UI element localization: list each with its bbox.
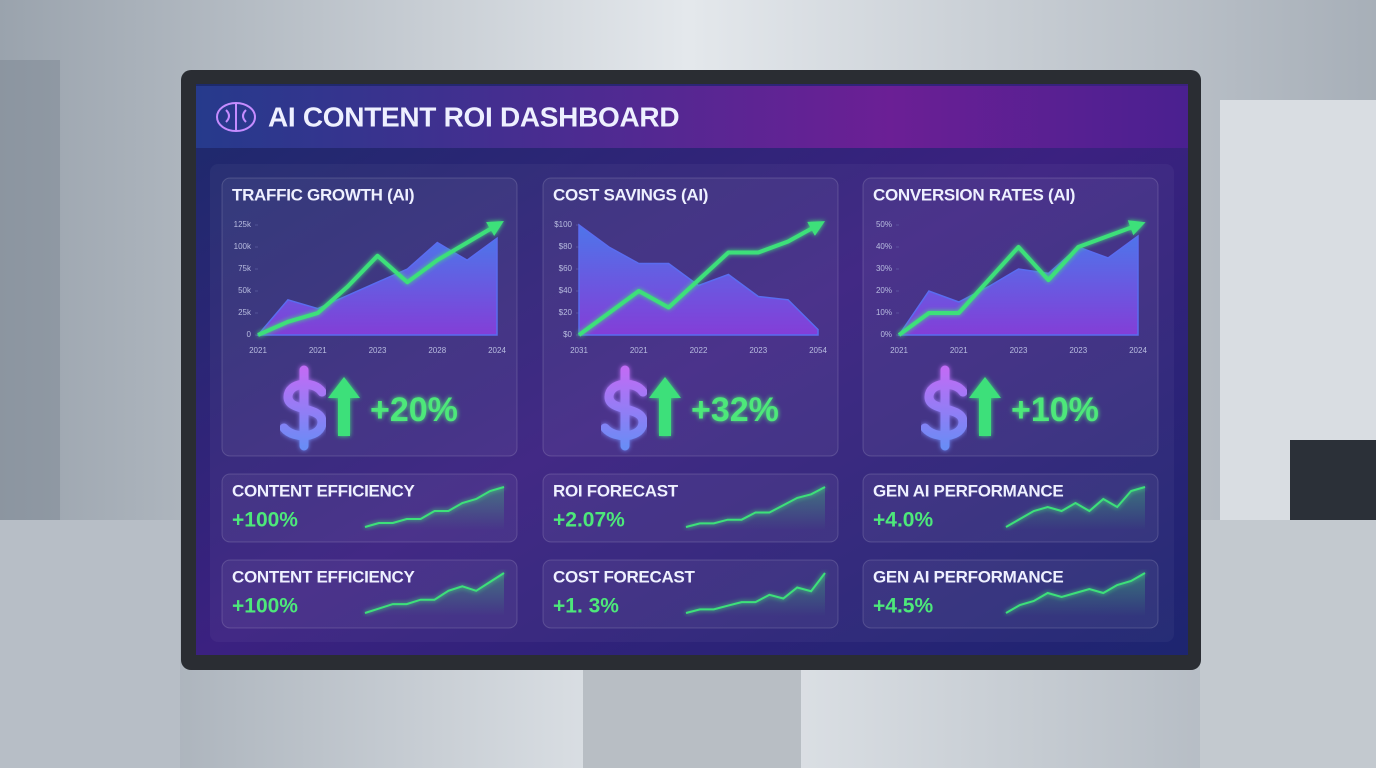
sparkline xyxy=(364,572,505,614)
x-tick-label: 2021 xyxy=(950,346,968,355)
monitor-stand xyxy=(583,668,801,768)
y-tick-label: 75k xyxy=(238,264,252,273)
brain-icon xyxy=(216,102,256,132)
x-tick-label: 2021 xyxy=(309,346,327,355)
dollar-icon xyxy=(920,365,968,451)
sparkline xyxy=(685,486,826,528)
x-tick-label: 2021 xyxy=(890,346,908,355)
sparkline xyxy=(1005,486,1146,528)
dashboard-title: AI CONTENT ROI DASHBOARD xyxy=(268,101,679,132)
x-tick-label: 2024 xyxy=(488,346,506,355)
sparkline-fill xyxy=(686,573,825,616)
y-tick-label: 20% xyxy=(876,286,892,295)
x-tick-label: 2031 xyxy=(570,346,588,355)
metric-value: +4.0% xyxy=(873,509,933,532)
x-tick-label: 2023 xyxy=(1010,346,1028,355)
up-arrow-icon xyxy=(328,377,360,436)
metric-label: COST FORECAST xyxy=(553,567,695,586)
x-tick-label: 2054 xyxy=(809,346,827,355)
metric-value: +100% xyxy=(232,595,298,618)
y-tick-label: $0 xyxy=(563,330,572,339)
chart-title: CONVERSION RATES (AI) xyxy=(873,185,1075,204)
metric-label: CONTENT EFFICIENCY xyxy=(232,567,416,586)
area xyxy=(578,223,819,336)
header-bar xyxy=(196,86,1188,148)
y-tick-label: $60 xyxy=(559,264,573,273)
y-tick-label: 100k xyxy=(234,242,252,251)
trend-arrow xyxy=(897,220,1146,337)
sparkline-fill xyxy=(1006,573,1145,616)
y-tick-label: 50k xyxy=(238,286,252,295)
x-tick-label: 2023 xyxy=(369,346,387,355)
x-tick-label: 2021 xyxy=(249,346,267,355)
sparkline-fill xyxy=(365,487,504,530)
metric-value: +2.07% xyxy=(553,509,625,532)
y-tick-label: 10% xyxy=(876,308,892,317)
y-tick-label: $100 xyxy=(554,220,572,229)
screen xyxy=(196,84,1188,655)
window xyxy=(0,60,60,520)
metric-label: GEN AI PERFORMANCE xyxy=(873,567,1063,586)
y-tick-label: $20 xyxy=(559,308,573,317)
sparkline xyxy=(1005,572,1146,614)
y-tick-label: 30% xyxy=(876,264,892,273)
x-tick-label: 2028 xyxy=(428,346,446,355)
kpi-value: +10% xyxy=(1011,391,1099,429)
sparkline xyxy=(364,486,505,528)
desk xyxy=(1200,520,1376,768)
trend-arrow xyxy=(257,220,504,337)
kpi-value: +32% xyxy=(691,391,779,429)
y-tick-label: $80 xyxy=(559,242,573,251)
x-tick-label: 2024 xyxy=(1129,346,1147,355)
y-tick-label: $40 xyxy=(559,286,573,295)
y-tick-label: 50% xyxy=(876,220,892,229)
chart-title: COST SAVINGS (AI) xyxy=(553,185,708,204)
kpi-value: +20% xyxy=(370,391,458,429)
up-arrow-icon xyxy=(649,377,681,436)
sparkline-fill xyxy=(1006,487,1145,530)
metric-label: GEN AI PERFORMANCE xyxy=(873,481,1063,500)
x-tick-label: 2023 xyxy=(1069,346,1087,355)
sparkline-fill xyxy=(365,573,504,616)
y-tick-label: 0% xyxy=(880,330,892,339)
y-tick-label: 40% xyxy=(876,242,892,251)
y-tick-label: 25k xyxy=(238,308,252,317)
x-tick-label: 2023 xyxy=(749,346,767,355)
y-tick-label: 0 xyxy=(247,330,252,339)
y-tick-label: 125k xyxy=(234,220,252,229)
metric-value: +1. 3% xyxy=(553,595,619,618)
sparkline xyxy=(685,572,826,614)
metric-label: CONTENT EFFICIENCY xyxy=(232,481,416,500)
sparkline-fill xyxy=(686,487,825,530)
dollar-icon xyxy=(279,365,327,451)
metric-value: +100% xyxy=(232,509,298,532)
up-arrow-icon xyxy=(969,377,1001,436)
metric-label: ROI FORECAST xyxy=(553,481,679,500)
metric-value: +4.5% xyxy=(873,595,933,618)
chart-title: TRAFFIC GROWTH (AI) xyxy=(232,185,414,204)
bg-monitor xyxy=(1290,440,1376,530)
x-tick-label: 2021 xyxy=(630,346,648,355)
desk xyxy=(0,520,180,768)
dollar-icon xyxy=(600,365,648,451)
x-tick-label: 2022 xyxy=(690,346,708,355)
trend-arrow xyxy=(577,221,826,337)
